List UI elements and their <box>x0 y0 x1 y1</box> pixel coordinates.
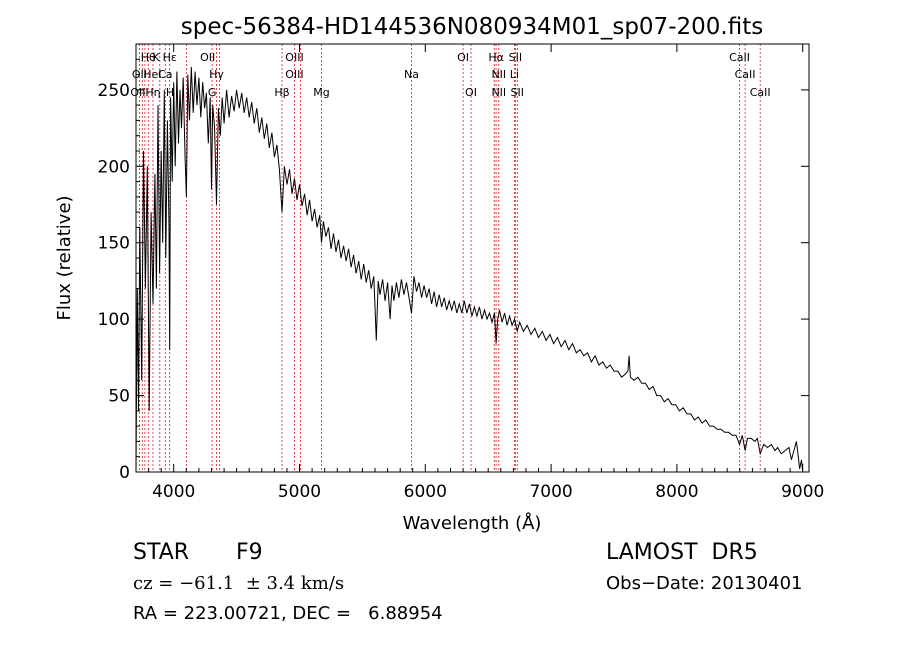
object-class: STAR <box>133 540 190 565</box>
line-label-23: Mg <box>313 86 329 99</box>
spectrum-line <box>135 66 804 473</box>
x-tick-label-4: 8000 <box>655 482 698 502</box>
x-tick-label-5: 9000 <box>781 482 824 502</box>
line-label-24: OI <box>465 86 477 99</box>
y-tick-label-3: 150 <box>98 234 130 254</box>
emission-line-markers <box>138 44 761 472</box>
line-label-25: NII <box>491 86 506 99</box>
line-label-15: NII <box>491 68 506 81</box>
x-axis-ticks: 4000 5000 6000 7000 8000 9000 <box>148 44 824 502</box>
x-tick-label-1: 5000 <box>278 482 321 502</box>
y-tick-label-4: 200 <box>98 157 130 177</box>
line-label-8: CaII <box>729 51 750 64</box>
y-tick-label-2: 100 <box>98 310 130 330</box>
x-tick-label-2: 6000 <box>404 482 447 502</box>
line-label-3: OII <box>200 51 215 64</box>
line-label-16: Li <box>510 68 519 81</box>
y-axis-label: Flux (relative) <box>54 195 75 320</box>
line-label-6: Hα <box>488 51 504 64</box>
line-label-18: OII <box>130 86 145 99</box>
line-label-7: SII <box>509 51 522 64</box>
line-label-10: HeI <box>143 68 161 81</box>
y-tick-label-5: 250 <box>98 81 130 101</box>
line-label-14: Na <box>404 68 419 81</box>
chart-title: spec-56384-HD144536N080934M01_sp07-200.f… <box>181 14 763 40</box>
line-label-22: Hβ <box>274 86 289 99</box>
line-label-11: Ca <box>158 68 172 81</box>
line-label-21: G <box>208 86 217 99</box>
line-label-0: Hθ <box>141 51 156 64</box>
redshift-value: cz = −61.1 ± 3.4 km/s <box>133 573 345 594</box>
survey-name: LAMOST DR5 <box>606 540 758 565</box>
x-tick-label-0: 4000 <box>152 482 195 502</box>
line-label-19: Hη <box>145 86 160 99</box>
line-label-12: Hγ <box>209 68 224 81</box>
x-tick-label-3: 7000 <box>529 482 572 502</box>
line-label-26: SII <box>511 86 524 99</box>
plot-frame <box>135 43 810 473</box>
line-label-27: CaII <box>750 86 771 99</box>
line-label-20: H <box>166 86 174 99</box>
line-label-13: OIII <box>285 68 303 81</box>
observation-date: Obs−Date: 20130401 <box>606 573 803 594</box>
sky-coordinates: RA = 223.00721, DEC = 6.88954 <box>133 603 443 624</box>
y-tick-label-0: 0 <box>119 463 130 483</box>
line-label-17: CaII <box>735 68 756 81</box>
y-axis-ticks: 0 50 100 150 200 250 <box>98 58 809 483</box>
line-label-1: K <box>152 51 160 64</box>
object-subclass: F9 <box>236 540 263 565</box>
line-label-5: OI <box>457 51 469 64</box>
y-tick-label-1: 50 <box>108 387 130 407</box>
line-label-4: OIII <box>285 51 303 64</box>
x-axis-label: Wavelength (Å) <box>403 512 542 534</box>
line-label-2: Hε <box>163 51 177 64</box>
